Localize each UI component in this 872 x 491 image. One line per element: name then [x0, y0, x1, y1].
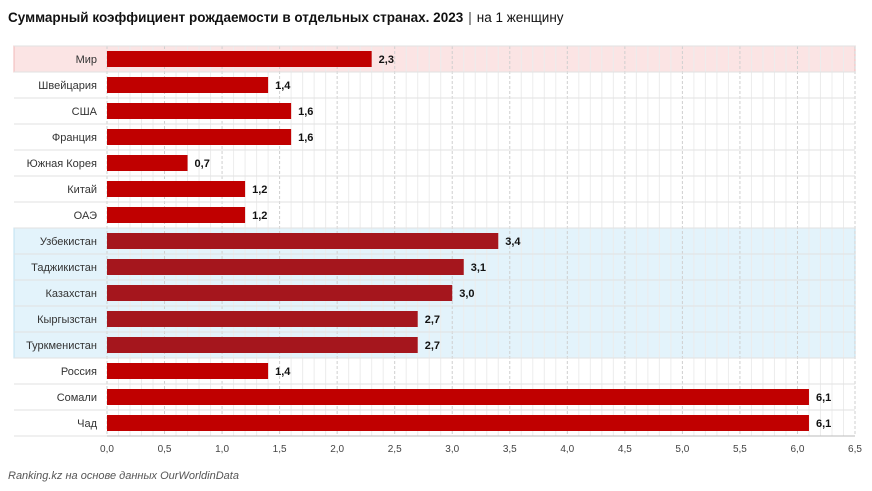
x-tick-label: 2,0 — [330, 444, 344, 455]
category-label: Казахстан — [45, 288, 97, 300]
bar-14 — [107, 415, 809, 431]
value-label: 2,7 — [425, 340, 440, 352]
bar-2 — [107, 103, 292, 119]
chart-title: Суммарный коэффициент рождаемости в отде… — [8, 10, 464, 25]
value-label: 6,1 — [816, 418, 831, 430]
bar-4 — [107, 155, 188, 171]
chart-subtitle: на 1 женщину — [476, 10, 564, 25]
value-label: 3,4 — [505, 236, 521, 248]
x-tick-label: 5,5 — [733, 444, 747, 455]
bar-0 — [107, 51, 372, 67]
chart-title-line: Суммарный коэффициент рождаемости в отде… — [8, 10, 564, 25]
category-label: Сомали — [57, 392, 97, 404]
bar-7 — [107, 233, 499, 249]
category-label: Россия — [61, 366, 97, 378]
category-label: ОАЭ — [74, 210, 97, 222]
category-label: Узбекистан — [40, 236, 97, 248]
bar-6 — [107, 207, 246, 223]
x-tick-label: 2,5 — [388, 444, 402, 455]
category-label: Таджикистан — [31, 262, 97, 274]
value-label: 1,4 — [275, 80, 291, 92]
source-note: Ranking.kz на основе данных OurWorldinDa… — [8, 470, 239, 482]
category-label: Швейцария — [38, 80, 97, 92]
x-tick-label: 4,0 — [560, 444, 574, 455]
category-label: США — [72, 106, 98, 118]
value-label: 1,2 — [252, 210, 267, 222]
value-label: 1,2 — [252, 184, 267, 196]
category-label: Франция — [52, 132, 97, 144]
category-label: Китай — [67, 184, 97, 196]
category-label: Чад — [77, 418, 97, 430]
x-tick-label: 3,5 — [503, 444, 517, 455]
value-label: 2,7 — [425, 314, 440, 326]
x-tick-label: 3,0 — [445, 444, 459, 455]
x-tick-label: 0,5 — [158, 444, 172, 455]
bar-chart: 0,0 0,5 1,0 1,5 2,0 2,5 3,0 3,5 4,0 4,5 5,0 5,5 6,0 6… — [13, 45, 862, 455]
category-label: Южная Корея — [27, 158, 97, 170]
bar-13 — [107, 389, 809, 405]
x-tick-label: 1,0 — [215, 444, 229, 455]
value-label: 1,6 — [298, 106, 313, 118]
x-tick-label: 6,0 — [791, 444, 805, 455]
title-separator: | — [468, 10, 472, 25]
bar-11 — [107, 337, 418, 353]
value-label: 2,3 — [379, 54, 394, 66]
value-label: 3,1 — [471, 262, 486, 274]
bar-10 — [107, 311, 418, 327]
x-tick-label: 1,5 — [273, 444, 287, 455]
bar-9 — [107, 285, 453, 301]
value-label: 1,4 — [275, 366, 291, 378]
value-label: 0,7 — [195, 158, 210, 170]
category-label: Мир — [76, 54, 97, 66]
bar-5 — [107, 181, 246, 197]
bar-3 — [107, 129, 292, 145]
x-tick-label: 4,5 — [618, 444, 632, 455]
value-label: 3,0 — [459, 288, 474, 300]
category-label: Кыргызстан — [37, 314, 97, 326]
value-label: 1,6 — [298, 132, 313, 144]
category-label: Туркменистан — [26, 340, 97, 352]
x-tick-label: 0,0 — [100, 444, 114, 455]
x-tick-label: 6,5 — [848, 444, 862, 455]
value-label: 6,1 — [816, 392, 831, 404]
bar-1 — [107, 77, 269, 93]
x-tick-label: 5,0 — [675, 444, 689, 455]
bar-12 — [107, 363, 269, 379]
bar-8 — [107, 259, 464, 275]
